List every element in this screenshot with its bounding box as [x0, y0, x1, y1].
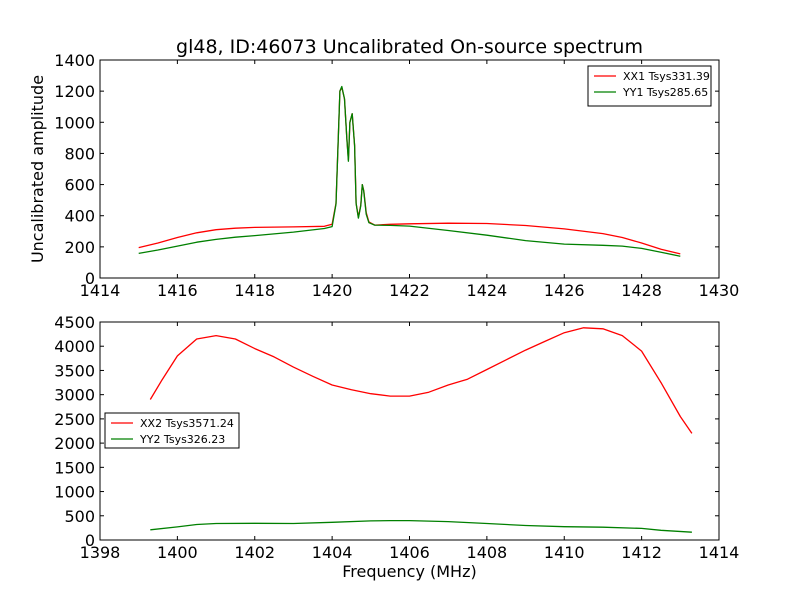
- y-tick-label: 2000: [54, 434, 95, 453]
- legend-label: YY2 Tsys326.23: [139, 433, 225, 446]
- x-tick-label: 1424: [467, 281, 508, 300]
- x-tick-label: 1406: [389, 543, 430, 562]
- x-tick-label: 1430: [699, 281, 740, 300]
- legend-label: YY1 Tsys285.65: [622, 86, 708, 99]
- legend-label: XX1 Tsys331.39: [623, 70, 710, 83]
- x-tick-label: 1404: [312, 543, 353, 562]
- x-tick-label: 1402: [234, 543, 275, 562]
- y-tick-label: 4500: [54, 313, 95, 332]
- legend: XX1 Tsys331.39 YY1 Tsys285.65: [587, 65, 712, 107]
- x-tick-label: 1414: [80, 281, 121, 300]
- x-tick-label: 1422: [389, 281, 430, 300]
- y-tick-label: 1000: [54, 113, 95, 132]
- legend: XX2 Tsys3571.24 YY2 Tsys326.23: [104, 412, 240, 449]
- series-line-yy2: [150, 519, 692, 533]
- top-chart: 1414 1416 1418 1420 1422 1424 1426 1428 1430 0 200…: [28, 36, 739, 300]
- chart-title: gl48, ID:46073 Uncalibrated On-source sp…: [176, 36, 643, 58]
- y-tick-label: 0: [85, 269, 95, 288]
- x-tick-label: 1398: [80, 543, 121, 562]
- legend-label: XX2 Tsys3571.24: [140, 417, 234, 430]
- y-tick-label: 2500: [54, 410, 95, 429]
- series-line-yy1: [138, 85, 681, 257]
- y-tick-label: 0: [85, 531, 95, 550]
- legend-box: [587, 65, 712, 107]
- bottom-chart: 1398 1400 1402 1404 1406 1408 1410 1412 1414 0 500…: [54, 313, 739, 581]
- x-tick-label: 1418: [234, 281, 275, 300]
- y-tick-label: 600: [64, 176, 95, 195]
- x-tick-label: 1410: [544, 543, 585, 562]
- y-tick-label: 500: [64, 507, 95, 526]
- y-tick-label: 400: [64, 207, 95, 226]
- y-tick-label: 1500: [54, 458, 95, 477]
- y-tick-label: 200: [64, 238, 95, 257]
- x-tick-label: 1420: [312, 281, 353, 300]
- y-tick-label: 1000: [54, 483, 95, 502]
- y-tick-label: 800: [64, 144, 95, 163]
- y-tick-label: 3000: [54, 386, 95, 405]
- legend-box: [104, 412, 240, 449]
- y-tick-label: 1200: [54, 82, 95, 101]
- x-tick-label: 1428: [621, 281, 662, 300]
- x-tick-label: 1412: [621, 543, 662, 562]
- x-tick-label: 1400: [157, 543, 198, 562]
- y-tick-label: 4000: [54, 337, 95, 356]
- series-line-xx2: [149, 327, 693, 434]
- x-tick-label: 1408: [467, 543, 508, 562]
- y-tick-label: 3500: [54, 361, 95, 380]
- y-tick-label: 1400: [54, 51, 95, 70]
- x-tick-label: 1426: [544, 281, 585, 300]
- x-axis-label: Frequency (MHz): [342, 562, 476, 581]
- x-tick-label: 1416: [157, 281, 198, 300]
- y-axis-label: Uncalibrated amplitude: [28, 75, 47, 263]
- x-tick-label: 1414: [699, 543, 740, 562]
